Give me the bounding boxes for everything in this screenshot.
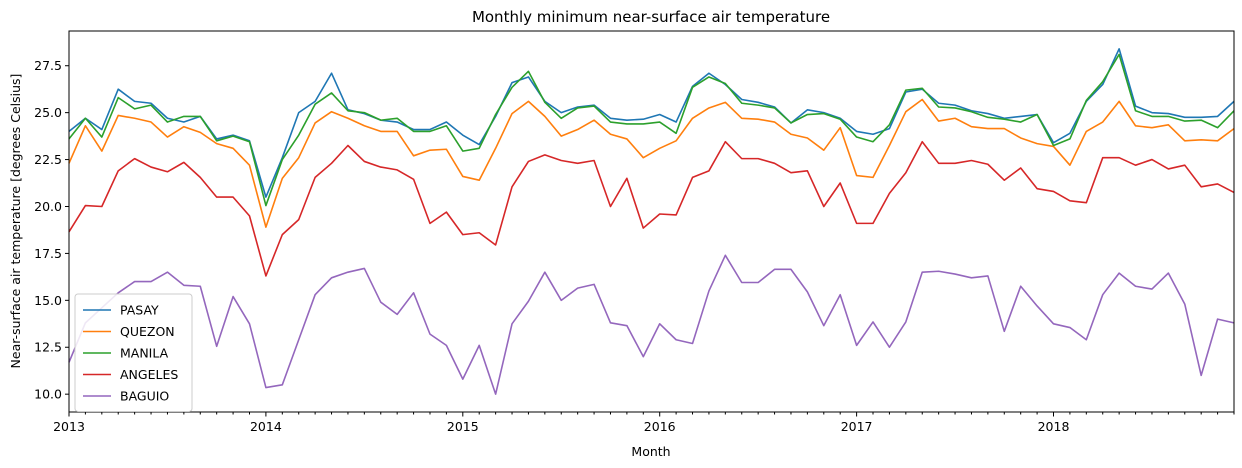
x-tick-label: 2018 <box>1038 419 1070 434</box>
y-tick-label: 12.5 <box>34 340 62 355</box>
chart-title: Monthly minimum near-surface air tempera… <box>472 8 830 26</box>
plot-frame <box>68 30 1235 413</box>
legend-label-baguio: BAGUIO <box>120 389 169 404</box>
y-tick-label: 17.5 <box>34 246 62 261</box>
y-tick-label: 25.0 <box>34 105 62 120</box>
series-line-quezon <box>68 98 1235 228</box>
series-lines <box>68 48 1235 395</box>
x-tick-label: 2015 <box>447 419 479 434</box>
x-tick-label: 2016 <box>644 419 676 434</box>
legend-label-quezon: QUEZON <box>120 324 175 339</box>
legend-label-manila: MANILA <box>120 346 169 361</box>
legend: PASAY QUEZON MANILA ANGELES BAGUIO <box>74 293 193 412</box>
y-tick-label: 15.0 <box>34 293 62 308</box>
legend-label-pasay: PASAY <box>120 303 159 318</box>
x-axis-label: Month <box>631 444 670 459</box>
y-tick-label: 27.5 <box>34 58 62 73</box>
series-line-manila <box>68 53 1235 207</box>
y-tick-label: 10.0 <box>34 387 62 402</box>
legend-label-angeles: ANGELES <box>120 367 178 382</box>
y-axis-label: Near-surface air temperature [degrees Ce… <box>8 74 23 369</box>
y-tick-label: 22.5 <box>34 152 62 167</box>
legend-box <box>74 293 193 412</box>
x-axis: 2013 2014 2015 2016 2017 2018 <box>53 412 1235 434</box>
y-tick-label: 20.0 <box>34 199 62 214</box>
x-tick-label: 2017 <box>841 419 873 434</box>
x-tick-label: 2013 <box>53 419 85 434</box>
series-line-baguio <box>68 254 1235 395</box>
y-axis: 10.0 12.5 15.0 17.5 20.0 22.5 25.0 27.5 <box>34 58 69 402</box>
x-tick-label: 2014 <box>250 419 282 434</box>
series-line-angeles <box>68 140 1235 277</box>
